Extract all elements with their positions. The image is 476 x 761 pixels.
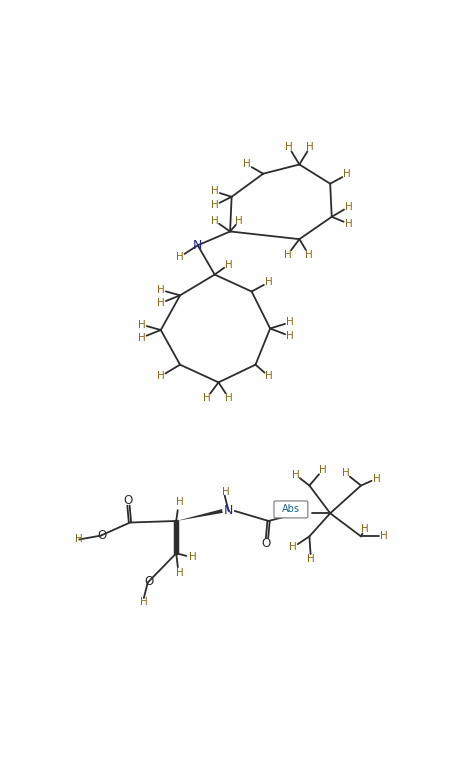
Text: H: H [380,531,388,541]
Text: H: H [243,160,251,170]
Text: H: H [306,142,314,151]
Text: H: H [265,371,272,381]
Text: O: O [124,494,133,507]
Text: H: H [211,215,218,226]
Text: H: H [342,468,349,478]
Text: H: H [157,298,165,308]
Text: H: H [343,170,351,180]
FancyBboxPatch shape [274,501,308,518]
Text: H: H [289,542,297,552]
Text: H: H [189,552,197,562]
Text: H: H [284,250,292,260]
Text: H: H [285,142,292,151]
Text: H: H [286,317,294,327]
Text: H: H [140,597,148,607]
Text: O: O [145,575,154,587]
Text: H: H [176,568,184,578]
Text: H: H [225,260,232,269]
Text: H: H [138,320,145,330]
Text: H: H [225,393,232,403]
Text: H: H [361,524,369,533]
Text: H: H [203,393,211,403]
Text: H: H [176,497,184,507]
Text: Abs: Abs [282,505,300,514]
Text: H: H [345,202,353,212]
Text: H: H [222,488,230,498]
Text: H: H [157,285,165,295]
Text: H: H [307,555,315,565]
Text: O: O [97,529,106,542]
Text: H: H [157,371,165,381]
Text: H: H [265,277,272,288]
Text: H: H [75,534,83,544]
Text: H: H [236,215,243,226]
Text: H: H [373,473,380,484]
Polygon shape [176,509,223,521]
Text: H: H [138,333,145,342]
Text: N: N [224,505,233,517]
Text: H: H [318,465,327,475]
Text: H: H [286,331,294,341]
Text: H: H [211,200,218,210]
Text: O: O [261,537,270,549]
Text: H: H [176,252,184,262]
Text: H: H [345,218,353,229]
Text: H: H [292,470,299,479]
Text: H: H [211,186,218,196]
Text: H: H [305,250,313,260]
Text: N: N [193,239,202,252]
